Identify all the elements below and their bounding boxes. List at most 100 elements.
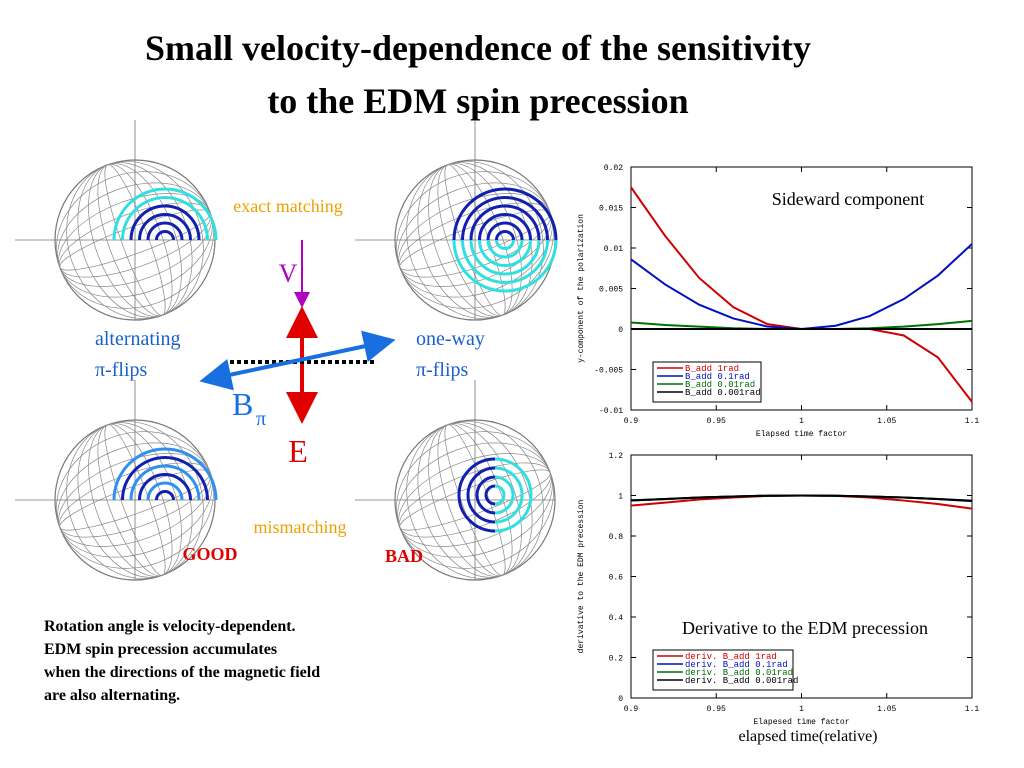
- spin-arc: [146, 221, 184, 241]
- y-axis-label: derivative to the EDM precession: [577, 499, 586, 653]
- spin-arc: [495, 239, 515, 250]
- spin-arc: [138, 473, 192, 501]
- spheres: [15, 120, 558, 581]
- spin-arc: [146, 481, 184, 501]
- label-exact: exact matching: [233, 196, 342, 216]
- label-bad: BAD: [385, 546, 423, 566]
- spin-arc: [469, 204, 541, 241]
- legend-box: [652, 649, 794, 691]
- label-mismatch: mismatching: [254, 517, 347, 537]
- y-axis-label: y-component of the polarization: [577, 214, 586, 363]
- legend-label: B_add 1rad: [685, 364, 739, 374]
- legend-label: deriv. B_add 0.001rad: [685, 676, 798, 686]
- y-tick-label: 0: [618, 695, 623, 704]
- spin-arc: [494, 466, 524, 524]
- x-tick-label: 0.9: [624, 417, 639, 426]
- spin-arc: [495, 230, 515, 241]
- b-arrow: [199, 330, 396, 391]
- spin-arc: [475, 475, 496, 515]
- spin-arc: [121, 456, 209, 501]
- legend-box: [652, 361, 762, 403]
- x-axis-label: Elapesed time factor: [753, 718, 849, 727]
- spin-arc: [155, 490, 175, 501]
- spin-arc: [155, 230, 175, 241]
- legend-label: deriv. B_add 0.01rad: [685, 668, 793, 678]
- spin-arc: [452, 239, 558, 293]
- label-oneway: π-flips: [416, 359, 469, 381]
- legend-label: B_add 0.1rad: [685, 372, 750, 382]
- spin-arc: [129, 204, 201, 241]
- note-line: when the directions of the magnetic fiel…: [44, 664, 320, 681]
- y-tick-label: 0.01: [604, 245, 623, 254]
- y-tick-label: 1: [618, 493, 623, 502]
- x-tick-label: 1.1: [965, 705, 980, 714]
- spin-arc: [486, 221, 524, 241]
- note-line: are also alternating.: [44, 687, 180, 704]
- spin-arc: [121, 196, 209, 241]
- sphere-parallel: [396, 431, 554, 569]
- y-tick-label: 0.015: [599, 205, 623, 214]
- chart-annotation: Sideward component: [772, 189, 924, 209]
- legend-label: deriv. B_add 1rad: [685, 652, 777, 662]
- sphere-meridian: [66, 421, 204, 579]
- spin-arc: [129, 464, 201, 501]
- chart-caption: elapsed time(relative): [738, 728, 877, 745]
- label-oneway: one-way: [416, 328, 485, 350]
- spin-arc: [494, 484, 506, 506]
- legend-label: B_add 0.01rad: [685, 380, 755, 390]
- y-tick-label: 0.6: [609, 574, 624, 583]
- spin-arc: [457, 457, 496, 533]
- sphere-parallel: [56, 431, 214, 569]
- label-alt: π-flips: [95, 359, 148, 381]
- x-tick-label: 0.9: [624, 705, 639, 714]
- label-v: V: [279, 259, 298, 288]
- spin-arc: [112, 187, 218, 241]
- y-tick-label: 0.2: [609, 655, 624, 664]
- x-tick-label: 0.95: [707, 417, 726, 426]
- spin-arc: [466, 466, 496, 524]
- spin-arc: [494, 475, 515, 515]
- series-line: [630, 494, 973, 502]
- label-alt: alternating: [95, 328, 181, 350]
- y-tick-label: 0.02: [604, 164, 623, 173]
- sphere-meridian: [406, 161, 544, 319]
- spin-arc: [461, 196, 549, 241]
- note-line: Rotation angle is velocity-dependent.: [44, 618, 296, 635]
- x-tick-label: 1.05: [877, 417, 896, 426]
- x-tick-label: 1.05: [877, 705, 896, 714]
- x-tick-label: 1.1: [965, 417, 980, 426]
- spin-arc: [478, 213, 532, 241]
- title-line: to the EDM spin precession: [267, 81, 688, 121]
- spin-arc: [494, 457, 533, 533]
- spin-arc: [484, 484, 496, 506]
- sphere-parallel: [56, 171, 214, 309]
- spin-arc: [452, 187, 558, 241]
- y-tick-label: 0.4: [609, 614, 624, 623]
- x-tick-label: 1: [799, 705, 804, 714]
- spin-arc: [478, 239, 532, 267]
- legend-label: B_add 0.001rad: [685, 388, 761, 398]
- y-tick-label: -0.01: [599, 407, 623, 416]
- spin-arc: [461, 239, 549, 284]
- y-tick-label: 0.8: [609, 533, 624, 542]
- spin-arc: [469, 239, 541, 276]
- y-tick-label: 0.005: [599, 286, 623, 295]
- label-e: E: [288, 433, 308, 469]
- spin-arc: [138, 213, 192, 241]
- y-tick-label: 1.2: [609, 452, 624, 461]
- legend-label: deriv. B_add 0.1rad: [685, 660, 788, 670]
- label-b-sub: π: [256, 408, 266, 430]
- y-tick-label: 0: [618, 326, 623, 335]
- sphere-meridian: [66, 161, 204, 319]
- label-good: GOOD: [182, 544, 237, 564]
- x-axis-label: Elapsed time factor: [756, 430, 847, 439]
- x-tick-label: 0.95: [707, 705, 726, 714]
- note-line: EDM spin precession accumulates: [44, 641, 277, 658]
- sphere-parallel: [396, 171, 554, 309]
- sphere-meridian: [406, 421, 544, 579]
- x-tick-label: 1: [799, 417, 804, 426]
- spin-arc: [112, 447, 218, 501]
- title-line: Small velocity-dependence of the sensiti…: [145, 28, 811, 68]
- chart-annotation: Derivative to the EDM precession: [682, 618, 928, 638]
